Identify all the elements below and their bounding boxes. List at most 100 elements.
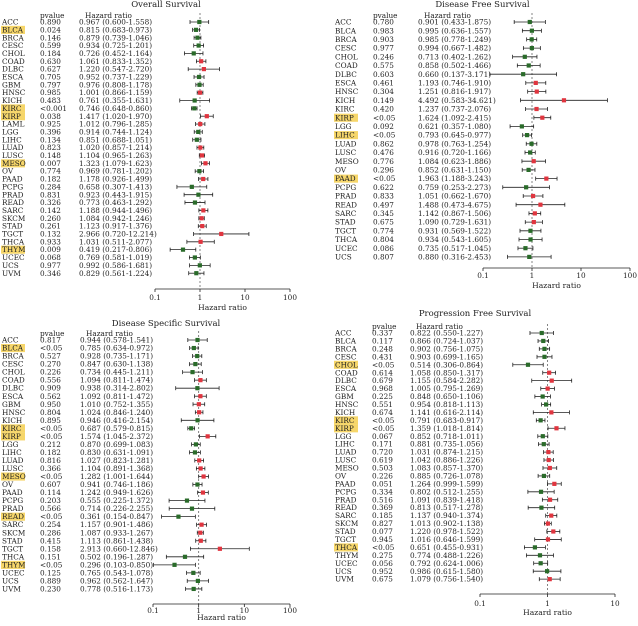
row-sarc: SARC 0.142 1.188 (0.944-1.496) <box>2 206 209 215</box>
hr-point <box>196 43 201 48</box>
hazard-ratio-text: 1.137 (0.940-1.374) <box>410 511 483 520</box>
hr-point <box>195 482 200 487</box>
hazard-ratio-text: 1.087 (0.933-1.267) <box>80 528 153 537</box>
row-kirp: KIRP <0.05 1.624 (1.092-2.415) <box>334 113 552 122</box>
hazard-ratio-text: 0.985 (0.778-1.249) <box>418 35 491 44</box>
highlight-box <box>1 472 25 481</box>
row-stad: STAD 0.261 1.123 (0.917-1.376) <box>2 222 207 231</box>
hr-point <box>199 153 205 158</box>
cancer-label: UVM <box>335 575 354 584</box>
cancer-label: LUAD <box>335 448 357 457</box>
row-tgct: TGCT 0.945 1.016 (0.646-1.599) <box>335 535 562 544</box>
cancer-label: LUAD <box>335 139 357 148</box>
hazard-ratio-text: 0.852 (0.718-1.011) <box>410 432 483 441</box>
cancer-label: BRCA <box>335 344 357 353</box>
hr-point <box>537 553 543 558</box>
cancer-label: ESCA <box>335 78 357 87</box>
row-hnsc: HNSC 0.985 1.001 (0.866-1.159) <box>2 88 204 97</box>
pvalue-value: <0.05 <box>40 512 63 521</box>
row-tgct: TGCT 0.158 2.913 (0.660-12.846) <box>2 544 250 553</box>
hazard-ratio-text: 0.792 (0.624-1.006) <box>410 559 483 568</box>
hazard-ratio-text: 0.934 (0.543-1.605) <box>418 235 491 244</box>
cancer-label: COAD <box>335 61 358 70</box>
cancer-label: UVM <box>2 584 21 593</box>
cancer-label: UCEC <box>335 244 358 253</box>
highlight-box <box>1 560 25 569</box>
pvalue-value: <0.05 <box>373 131 396 140</box>
hazard-ratio-text: 1.220 (0.978-1.522) <box>410 527 483 536</box>
pvalue-value: 0.817 <box>40 336 61 345</box>
hr-point <box>180 247 186 252</box>
cancer-label: SKCM <box>2 214 26 223</box>
row-gbm: GBM 0.225 0.848 (0.650-1.106) <box>335 392 551 401</box>
hr-point <box>194 137 199 142</box>
pvalue-value: 0.092 <box>373 122 394 131</box>
pvalue-value: 0.977 <box>373 44 394 53</box>
hazard-ratio-text: 1.058 (0.850-1.317) <box>410 368 483 377</box>
hr-point <box>196 129 201 134</box>
hazard-ratio-text: 1.193 (0.746-1.910) <box>418 78 491 87</box>
x-tick-label: 10 <box>240 606 250 615</box>
row-lusc: LUSC 0.148 1.104 (0.965-1.263) <box>2 151 205 160</box>
pvalue-value: 0.950 <box>40 400 61 409</box>
hazard-ratio-text: 0.903 (0.699-1.165) <box>410 352 483 361</box>
hazard-ratio-text: 0.773 (0.463-1.292) <box>79 198 152 207</box>
hazard-ratio-text: 0.660 (0.137-3.171) <box>418 70 491 79</box>
pvalue-value: 0.945 <box>372 535 393 544</box>
hr-point <box>540 394 545 399</box>
pvalue-value: 0.024 <box>40 25 61 34</box>
cancer-label: KIRP <box>2 432 21 441</box>
pvalue-value: 0.226 <box>40 368 61 377</box>
pvalue-value: 0.415 <box>40 536 61 545</box>
pvalue-value: 0.627 <box>40 65 61 74</box>
cancer-label: MESO <box>2 472 26 481</box>
hazard-ratio-text: 0.851 (0.688-1.051) <box>79 135 152 144</box>
cancer-label: COAD <box>2 376 25 385</box>
x-tick-label: 100 <box>623 271 637 280</box>
cancer-label: READ <box>2 198 24 207</box>
cancer-label: THYM <box>2 560 26 569</box>
pvalue-value: 0.225 <box>372 392 393 401</box>
hazard-ratio-text: 1.188 (0.944-1.496) <box>79 206 152 215</box>
hazard-ratio-text: 0.361 (0.154-0.847) <box>80 512 153 521</box>
row-thca: THCA 0.804 0.934 (0.543-1.605) <box>335 235 543 244</box>
pvalue-value: 0.889 <box>40 576 61 585</box>
x-axis-label: Hazard ratio <box>197 613 246 621</box>
hr-point <box>534 89 539 94</box>
highlight-box <box>1 344 25 353</box>
hr-point <box>217 546 222 551</box>
row-hnsc: HNSC 0.804 1.024 (0.846-1.240) <box>2 408 204 417</box>
x-axis-label: Hazard ratio <box>532 281 581 290</box>
hazard-ratio-text: 0.852 (0.631-1.150) <box>418 165 491 174</box>
cancer-label: STAD <box>335 527 356 536</box>
row-kich: KICH 0.149 4.492 (0.583-34.621) <box>335 96 608 105</box>
row-uvm: UVM 0.675 1.079 (0.756-1.540) <box>335 575 561 584</box>
hazard-ratio-text: 1.323 (1.079-1.623) <box>79 159 152 168</box>
cancer-label: LGG <box>2 440 19 449</box>
row-dlbc: DLBC 0.603 0.660 (0.137-3.171) <box>335 70 557 79</box>
cancer-label: ACC <box>334 18 352 27</box>
cancer-label: OV <box>335 471 347 480</box>
hazard-ratio-text: 0.994 (0.667-1.482) <box>418 44 491 53</box>
pvalue-value: 0.246 <box>373 52 394 61</box>
cancer-label: READ <box>335 503 357 512</box>
hr-point <box>193 27 199 32</box>
pvalue-value: 0.575 <box>373 61 394 70</box>
hr-point <box>197 169 202 174</box>
hr-point <box>195 386 200 391</box>
hazard-ratio-text: 0.658 (0.307-1.413) <box>79 182 152 191</box>
pvalue-value: 0.038 <box>40 112 61 121</box>
hr-point <box>526 167 531 172</box>
hr-point <box>552 481 557 486</box>
hazard-ratio-text: 0.946 (0.416-2.154) <box>80 416 153 425</box>
pvalue-header: pvalue <box>40 11 65 20</box>
hazard-ratio-text: 0.687 (0.579-0.815) <box>80 424 153 433</box>
row-hnsc: HNSC 0.304 1.251 (0.816-1.917) <box>335 87 547 96</box>
hr-point <box>532 211 537 216</box>
hr-point <box>538 202 543 207</box>
pvalue-value: 0.248 <box>372 344 393 353</box>
hazard-ratio-text: 0.879 (0.739-1.046) <box>79 33 152 42</box>
cancer-label: MESO <box>335 157 359 166</box>
hr-point <box>198 378 203 383</box>
cancer-label: PRAD <box>2 504 24 513</box>
